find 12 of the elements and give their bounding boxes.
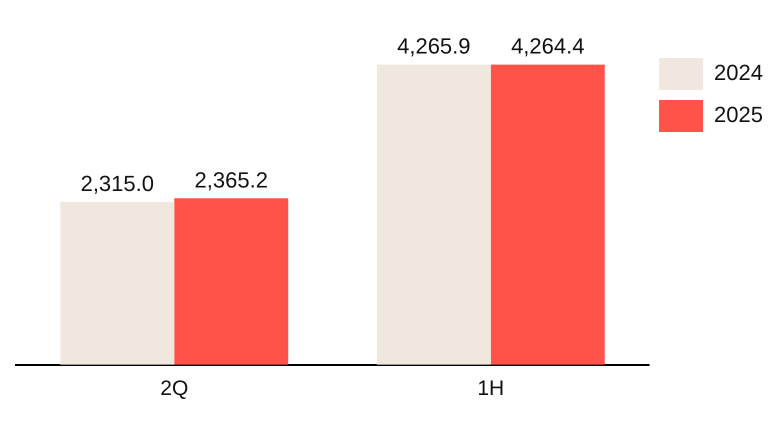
x-tick-label: 1H: [477, 377, 504, 400]
data-label: 2,315.0: [80, 170, 154, 196]
bar: [60, 202, 174, 365]
legend-label: 2025: [714, 102, 764, 128]
data-label: 2,365.2: [194, 167, 268, 192]
data-label: 4,265.9: [397, 34, 471, 59]
bar: [174, 198, 288, 365]
bar: [376, 64, 491, 365]
legend-label: 2024: [714, 60, 764, 86]
data-label: 4,264.4: [511, 34, 584, 59]
x-tick-label: 2Q: [160, 377, 188, 400]
bar: [490, 64, 605, 365]
